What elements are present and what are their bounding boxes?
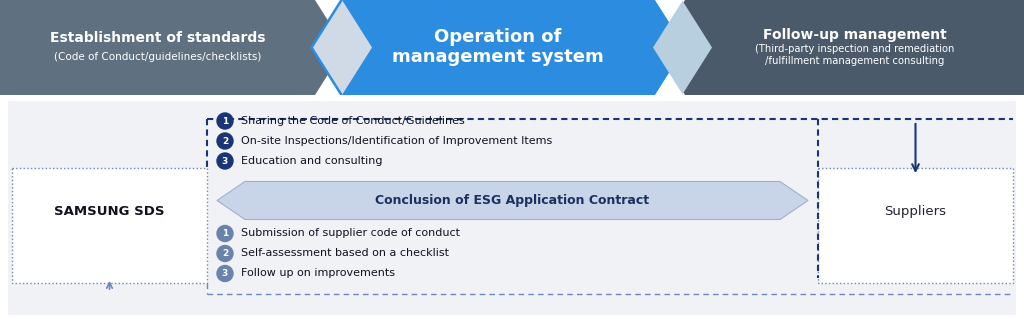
Text: 1: 1: [222, 116, 228, 125]
Circle shape: [217, 265, 233, 281]
Text: Suppliers: Suppliers: [885, 205, 946, 218]
Bar: [818, 168, 1013, 283]
Text: 2: 2: [222, 249, 228, 258]
Polygon shape: [653, 0, 712, 95]
Text: management system: management system: [391, 48, 603, 66]
Text: Sharing the Code of Conduct/Guidelines: Sharing the Code of Conduct/Guidelines: [241, 116, 465, 126]
Bar: [8, 101, 1016, 315]
Polygon shape: [0, 0, 345, 95]
Circle shape: [217, 226, 233, 241]
Circle shape: [217, 113, 233, 129]
Text: Self-assessment based on a checklist: Self-assessment based on a checklist: [241, 249, 449, 258]
Circle shape: [217, 246, 233, 262]
Text: 3: 3: [222, 157, 228, 166]
Polygon shape: [655, 0, 1024, 95]
Text: 3: 3: [222, 269, 228, 278]
Text: /fulfillment management consulting: /fulfillment management consulting: [765, 56, 944, 66]
Text: 2: 2: [222, 137, 228, 145]
Polygon shape: [313, 0, 372, 95]
Bar: [12, 168, 207, 283]
Text: Follow up on improvements: Follow up on improvements: [241, 269, 395, 278]
Text: Establishment of standards: Establishment of standards: [50, 32, 265, 46]
Polygon shape: [310, 0, 685, 95]
Text: Education and consulting: Education and consulting: [241, 156, 383, 166]
Text: (Third-party inspection and remediation: (Third-party inspection and remediation: [755, 44, 954, 55]
Text: Follow-up management: Follow-up management: [763, 28, 946, 42]
Circle shape: [217, 133, 233, 149]
Text: SAMSUNG SDS: SAMSUNG SDS: [54, 205, 165, 218]
Text: Operation of: Operation of: [434, 28, 561, 47]
Circle shape: [217, 153, 233, 169]
Bar: [0, 97, 1024, 319]
Text: Conclusion of ESG Application Contract: Conclusion of ESG Application Contract: [376, 194, 649, 207]
Text: On-site Inspections/Identification of Improvement Items: On-site Inspections/Identification of Im…: [241, 136, 552, 146]
Text: Submission of supplier code of conduct: Submission of supplier code of conduct: [241, 228, 460, 239]
Text: (Code of Conduct/guidelines/checklists): (Code of Conduct/guidelines/checklists): [54, 53, 261, 63]
Text: 1: 1: [222, 229, 228, 238]
Polygon shape: [217, 182, 808, 219]
